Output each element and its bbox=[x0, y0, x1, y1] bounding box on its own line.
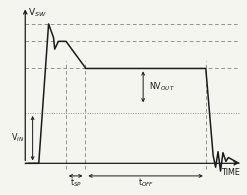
Text: t$_{SP}$: t$_{SP}$ bbox=[69, 177, 82, 189]
Text: NV$_{OUT}$: NV$_{OUT}$ bbox=[149, 81, 175, 93]
Text: V$_{IN}$: V$_{IN}$ bbox=[11, 132, 24, 144]
Text: V$_{SW}$: V$_{SW}$ bbox=[28, 6, 46, 19]
Text: t$_{OFF}$: t$_{OFF}$ bbox=[138, 177, 154, 189]
Text: TIME: TIME bbox=[221, 168, 240, 177]
